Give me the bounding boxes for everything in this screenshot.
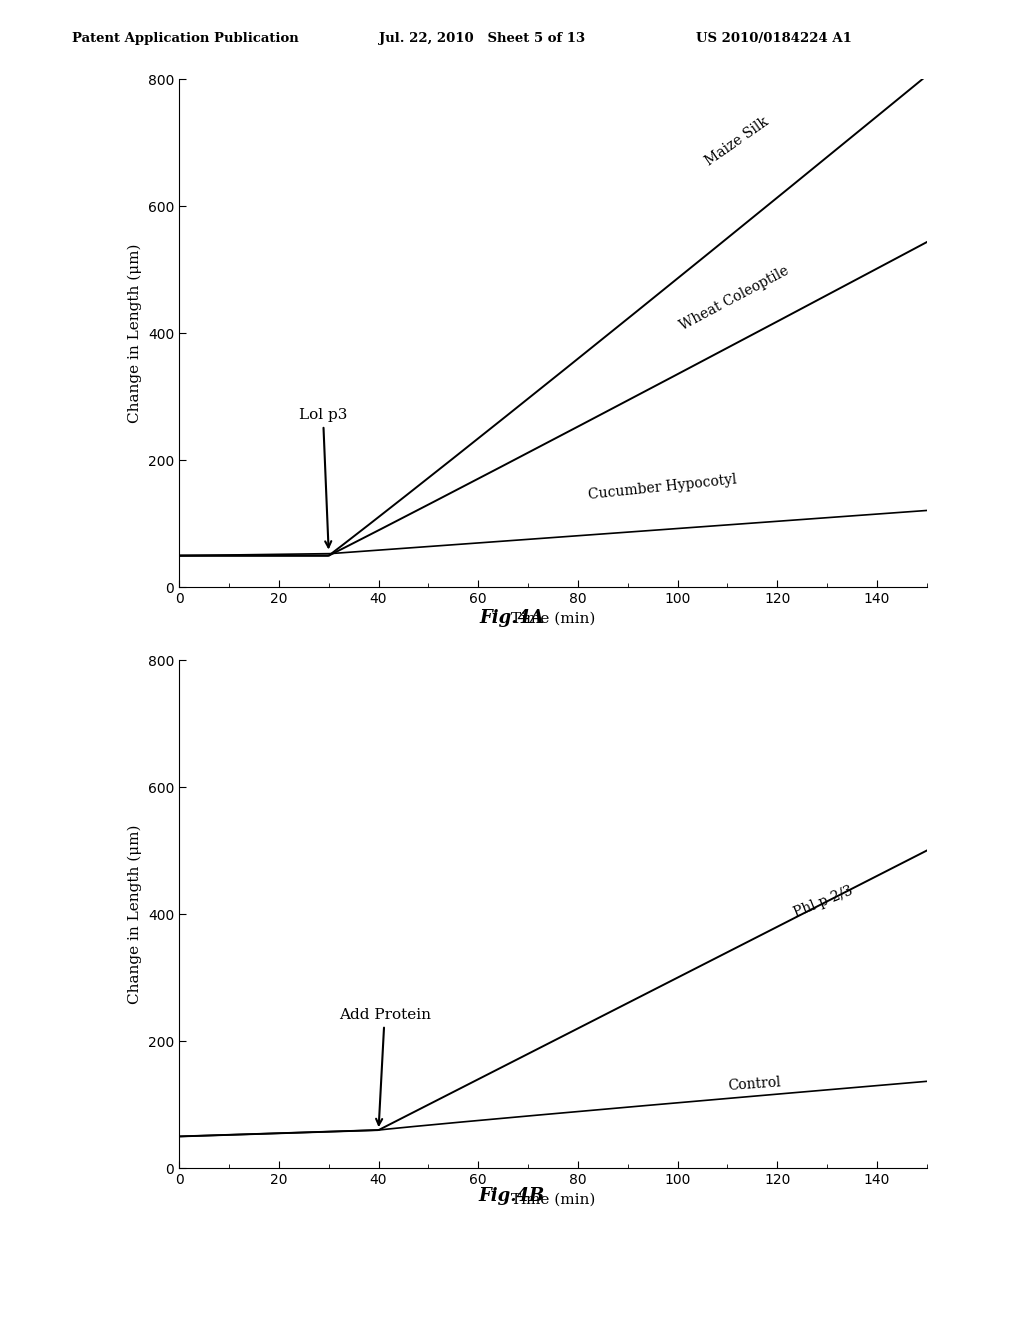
Y-axis label: Change in Length (μm): Change in Length (μm) [128, 825, 142, 1003]
X-axis label: Time (min): Time (min) [511, 1192, 595, 1206]
Text: US 2010/0184224 A1: US 2010/0184224 A1 [696, 32, 852, 45]
Text: Fig.4A: Fig.4A [479, 609, 545, 627]
Text: Jul. 22, 2010   Sheet 5 of 13: Jul. 22, 2010 Sheet 5 of 13 [379, 32, 585, 45]
Text: Wheat Coleoptile: Wheat Coleoptile [678, 264, 792, 333]
Text: Maize Silk: Maize Silk [702, 115, 771, 168]
Text: Lol p3: Lol p3 [299, 408, 347, 548]
X-axis label: Time (min): Time (min) [511, 611, 595, 626]
Text: Control: Control [727, 1076, 781, 1093]
Text: Cucumber Hypocotyl: Cucumber Hypocotyl [588, 473, 737, 502]
Y-axis label: Change in Length (μm): Change in Length (μm) [128, 244, 142, 422]
Text: Add Protein: Add Protein [339, 1008, 431, 1125]
Text: Phl p 2/3: Phl p 2/3 [793, 884, 855, 920]
Text: Patent Application Publication: Patent Application Publication [72, 32, 298, 45]
Text: Fig.4B: Fig.4B [479, 1187, 545, 1205]
